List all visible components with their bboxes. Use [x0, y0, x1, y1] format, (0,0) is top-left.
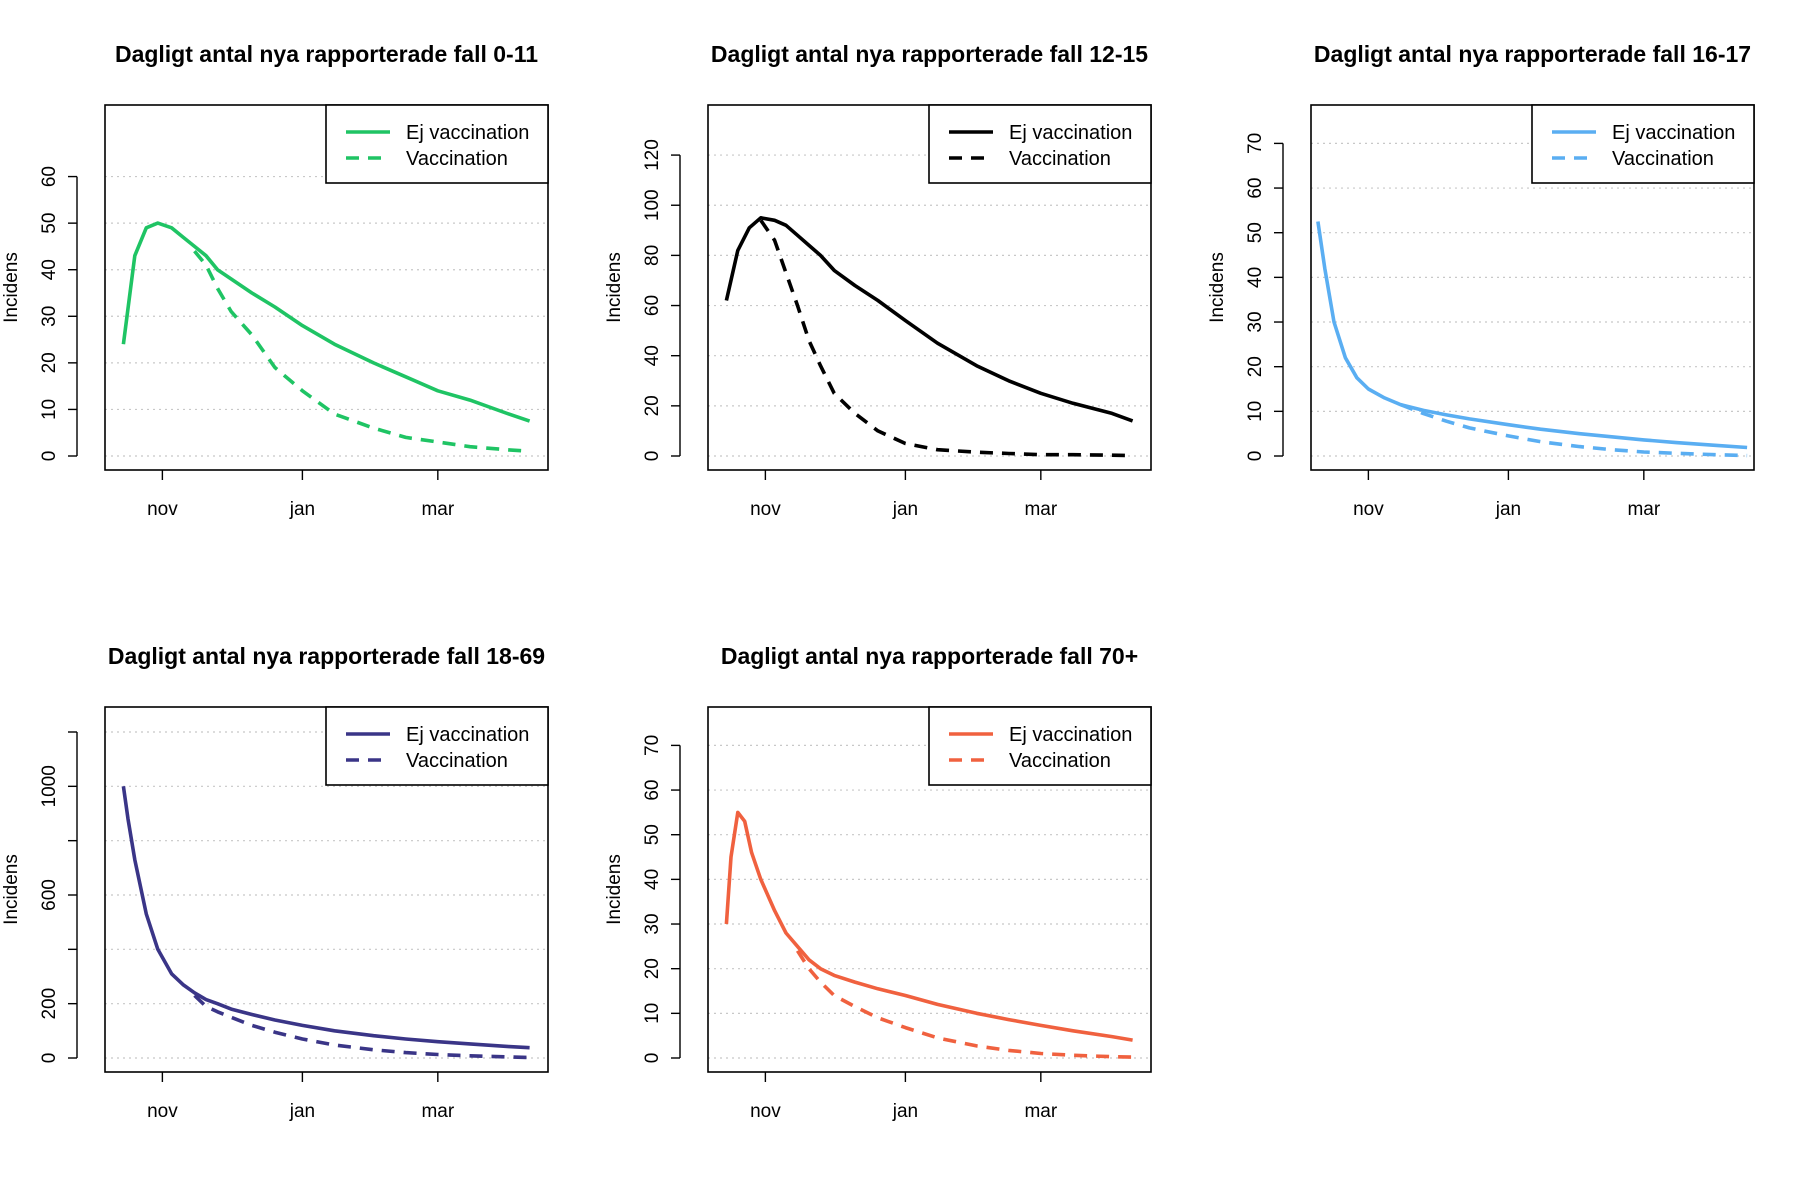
- y-tick-label: 60: [39, 166, 60, 187]
- y-tick-label: 30: [39, 306, 60, 327]
- legend-box: [928, 104, 1152, 184]
- legend-label: Ej vaccination: [1612, 122, 1735, 144]
- x-tick-label: nov: [750, 499, 781, 520]
- y-tick-label: 60: [642, 779, 663, 800]
- x-tick-label: mar: [1627, 499, 1660, 520]
- series-line-ej-vaccination: [121, 221, 531, 423]
- y-tick-label: 50: [39, 213, 60, 234]
- x-tick-label: mar: [421, 499, 454, 520]
- y-tick-label: 40: [39, 259, 60, 280]
- y-tick-label: 0: [39, 451, 60, 462]
- legend: Ej vaccination Vaccination: [325, 706, 549, 786]
- y-tick-label: 10: [39, 399, 60, 420]
- y-tick-label: 30: [1245, 311, 1266, 332]
- y-tick-label: 20: [1245, 356, 1266, 377]
- y-tick-label: 40: [642, 869, 663, 890]
- x-tick-label: mar: [1024, 499, 1057, 520]
- y-tick-label: 0: [39, 1053, 60, 1064]
- y-tick-label: 40: [642, 345, 663, 366]
- legend-label: Vaccination: [406, 148, 508, 170]
- chart-title: Dagligt antal nya rapporterade fall 16-1…: [1314, 41, 1751, 67]
- y-tick-label: 70: [1245, 133, 1266, 154]
- legend-box: [1531, 104, 1755, 184]
- legend-label: Vaccination: [406, 750, 508, 772]
- y-tick-label: 0: [642, 1053, 663, 1064]
- y-tick-label: 1000: [39, 765, 60, 807]
- series-line-vaccination: [795, 949, 1133, 1059]
- x-tick-label: jan: [289, 499, 315, 520]
- x-tick-label: mar: [421, 1101, 454, 1122]
- x-tick-label: jan: [892, 1101, 918, 1122]
- y-axis-label: Incidens: [1, 252, 22, 323]
- chart-panel-5: Dagligt antal nya rapporterade fall 70+ I…: [604, 643, 1152, 1122]
- chart-title: Dagligt antal nya rapporterade fall 70+: [721, 643, 1138, 669]
- y-tick-label: 10: [1245, 401, 1266, 422]
- x-tick-label: nov: [750, 1101, 781, 1122]
- y-tick-label: 50: [642, 824, 663, 845]
- y-tick-label: 20: [39, 352, 60, 373]
- y-tick-label: 20: [642, 395, 663, 416]
- legend-label: Vaccination: [1009, 148, 1111, 170]
- legend-label: Vaccination: [1009, 750, 1111, 772]
- x-tick-label: mar: [1024, 1101, 1057, 1122]
- y-axis-label: Incidens: [604, 854, 625, 925]
- y-tick-label: 20: [642, 958, 663, 979]
- x-tick-label: jan: [892, 499, 918, 520]
- chart-panel-1: Dagligt antal nya rapporterade fall 0-11…: [1, 41, 549, 520]
- legend-box: [325, 104, 549, 184]
- x-tick-label: nov: [147, 499, 178, 520]
- chart-title: Dagligt antal nya rapporterade fall 12-1…: [711, 41, 1148, 67]
- series-line-vaccination: [193, 994, 530, 1060]
- y-tick-label: 50: [1245, 222, 1266, 243]
- legend: Ej vaccination Vaccination: [325, 104, 549, 184]
- y-tick-label: 60: [1245, 177, 1266, 198]
- series-line-ej-vaccination: [1316, 221, 1748, 450]
- legend: Ej vaccination Vaccination: [928, 706, 1152, 786]
- y-tick-label: 10: [642, 1003, 663, 1024]
- series-line-ej-vaccination: [724, 810, 1133, 1042]
- x-tick-label: jan: [1495, 499, 1521, 520]
- legend-label: Ej vaccination: [406, 724, 529, 746]
- y-tick-label: 70: [642, 735, 663, 756]
- y-tick-label: 600: [39, 879, 60, 911]
- legend-label: Ej vaccination: [1009, 122, 1132, 144]
- y-tick-label: 120: [642, 139, 663, 171]
- legend-box: [325, 706, 549, 786]
- series-line-ej-vaccination: [121, 786, 530, 1050]
- series-line-vaccination: [759, 219, 1133, 458]
- chart-title: Dagligt antal nya rapporterade fall 0-11: [115, 41, 538, 67]
- y-axis-label: Incidens: [604, 252, 625, 323]
- series-line-vaccination: [1399, 402, 1748, 458]
- x-tick-label: nov: [1353, 499, 1384, 520]
- legend: Ej vaccination Vaccination: [1531, 104, 1755, 184]
- chart-panel-3: Dagligt antal nya rapporterade fall 16-1…: [1207, 41, 1755, 520]
- chart-panel-2: Dagligt antal nya rapporterade fall 12-1…: [604, 41, 1152, 520]
- y-tick-label: 40: [1245, 267, 1266, 288]
- series-line-ej-vaccination: [724, 216, 1134, 423]
- x-tick-label: nov: [147, 1101, 178, 1122]
- legend-label: Vaccination: [1612, 148, 1714, 170]
- y-tick-label: 100: [642, 189, 663, 221]
- y-tick-label: 0: [642, 451, 663, 462]
- y-axis-label: Incidens: [1, 854, 22, 925]
- chart-panel-4: Dagligt antal nya rapporterade fall 18-6…: [1, 643, 549, 1122]
- y-axis-label: Incidens: [1207, 252, 1228, 323]
- legend-label: Ej vaccination: [1009, 724, 1132, 746]
- y-tick-label: 30: [642, 913, 663, 934]
- legend-label: Ej vaccination: [406, 122, 529, 144]
- y-tick-label: 0: [1245, 451, 1266, 462]
- y-tick-label: 80: [642, 245, 663, 266]
- series-line-vaccination: [193, 249, 530, 454]
- legend: Ej vaccination Vaccination: [928, 104, 1152, 184]
- y-tick-label: 60: [642, 295, 663, 316]
- y-tick-label: 200: [39, 988, 60, 1020]
- chart-title: Dagligt antal nya rapporterade fall 18-6…: [108, 643, 545, 669]
- x-tick-label: jan: [289, 1101, 315, 1122]
- legend-box: [928, 706, 1152, 786]
